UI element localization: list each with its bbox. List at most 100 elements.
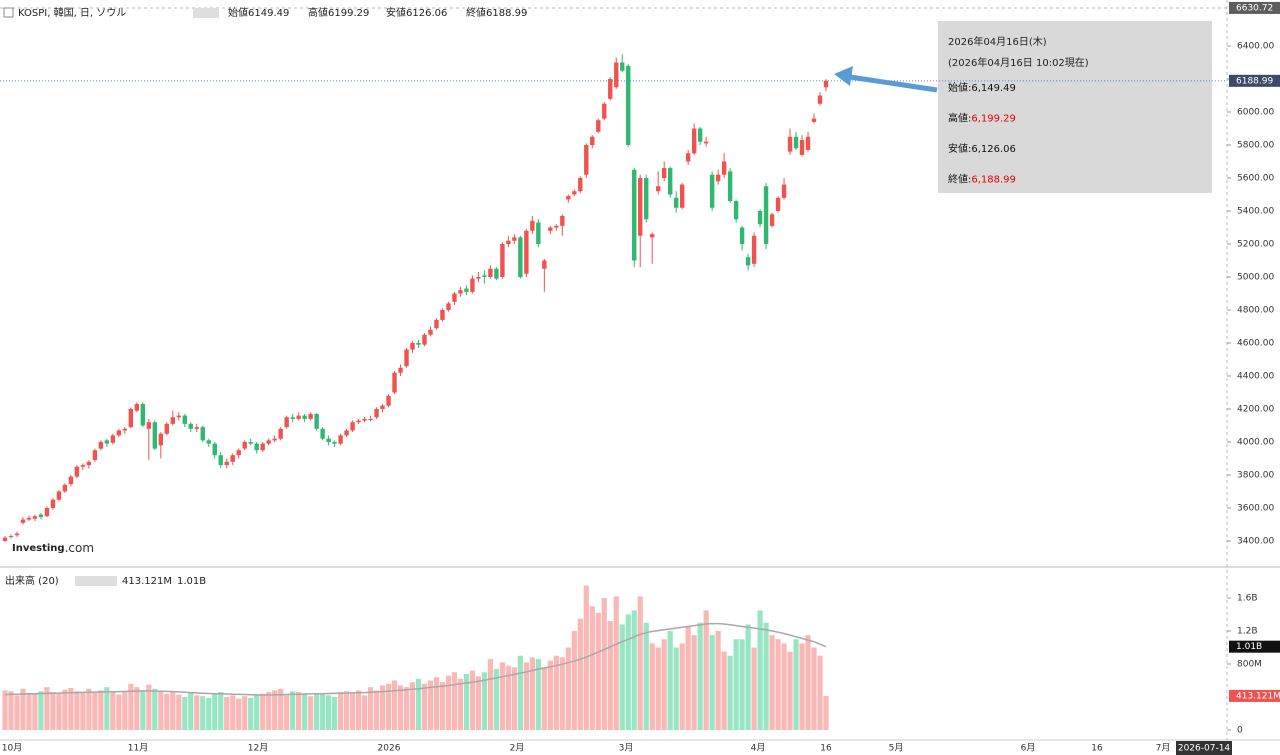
ohlc-item: 高値6199.29 <box>308 6 369 19</box>
candle-body <box>823 80 829 88</box>
candle-body <box>452 293 457 302</box>
candle-body <box>667 168 673 195</box>
info-row-value: 6,149.49 <box>971 83 1016 94</box>
volume-bar <box>379 685 386 731</box>
candle-body <box>182 415 187 424</box>
candle-body <box>727 171 733 202</box>
volume-bar <box>337 692 344 731</box>
candle-body <box>494 268 499 279</box>
candle-body <box>620 62 625 71</box>
candle-body <box>44 507 50 517</box>
candle-body <box>14 533 20 536</box>
candle-body <box>697 128 703 142</box>
candle-body <box>242 441 247 449</box>
candle-body <box>530 220 535 231</box>
ohlc-item: 安値6126.06 <box>386 6 447 19</box>
candle-body <box>458 290 463 294</box>
volume-bar <box>445 675 452 731</box>
volume-bar <box>206 697 212 731</box>
info-row-label: 始値: <box>948 81 971 94</box>
candle-body <box>50 499 56 508</box>
candle-body <box>134 404 140 411</box>
volume-bar <box>385 683 392 731</box>
volume-bar <box>26 692 32 731</box>
volume-bar <box>331 697 338 731</box>
candle-body <box>518 237 523 277</box>
candle-body <box>709 174 715 208</box>
info-row-value: 6,199.29 <box>971 114 1016 125</box>
ohlc-value: 6188.99 <box>486 8 527 19</box>
candle-body <box>542 260 547 269</box>
volume-bar <box>50 692 56 731</box>
header-icons[interactable] <box>193 8 219 18</box>
volume-bar <box>272 690 278 731</box>
volume-bar <box>74 691 80 731</box>
candle-body <box>350 422 355 431</box>
candle-body <box>128 408 134 428</box>
candle-body <box>236 450 241 456</box>
candle-body <box>164 423 170 434</box>
y-tick-label: 4000.00 <box>1237 437 1274 447</box>
candle-body <box>62 484 68 492</box>
volume-title: 出来高 (20) <box>5 574 59 587</box>
top-price-label: 6630.72 <box>1236 3 1273 13</box>
volume-bar <box>14 695 20 731</box>
candle-body <box>416 342 421 345</box>
candle-body <box>787 136 793 152</box>
collapse-icon[interactable] <box>3 7 14 18</box>
y-tick-label: 4600.00 <box>1237 338 1274 348</box>
volume-bar <box>487 659 494 731</box>
volume-bar <box>62 689 68 731</box>
candle-body <box>554 225 559 228</box>
candle-body <box>536 222 541 244</box>
y-tick-label: 3800.00 <box>1237 470 1274 480</box>
candle-body <box>284 417 289 428</box>
candle-body <box>440 309 445 320</box>
candle-body <box>656 186 661 192</box>
candle-body <box>146 422 152 429</box>
volume-bar <box>463 673 470 731</box>
info-box <box>938 21 1212 193</box>
y-tick-label: 4200.00 <box>1237 404 1274 414</box>
x-tick-label: 3月 <box>619 743 634 754</box>
candle-body <box>194 427 199 429</box>
volume-bar <box>601 598 607 731</box>
candle-body <box>380 405 385 409</box>
volume-bar <box>314 694 320 731</box>
volume-bar <box>751 647 757 731</box>
candle-body <box>92 450 98 461</box>
candle-body <box>763 186 769 244</box>
volume-bar <box>727 655 733 731</box>
volume-bar <box>433 677 440 731</box>
x-tick-label: 12月 <box>248 743 268 754</box>
info-row-label: 高値: <box>948 112 971 125</box>
y-tick-label: 6400.00 <box>1237 42 1274 52</box>
volume-bar <box>505 665 511 731</box>
volume-bar <box>769 635 775 731</box>
volume-bar <box>373 690 380 731</box>
volume-bar <box>805 635 811 731</box>
volume-last: 413.121M <box>122 576 172 587</box>
candle-body <box>596 120 601 132</box>
volume-bar <box>703 610 709 731</box>
candle-body <box>218 455 223 466</box>
top-price-label-bg <box>1229 1 1280 14</box>
volume-tick-label: 1.2B <box>1237 627 1258 637</box>
volume-icons[interactable] <box>75 576 117 586</box>
candle-body <box>632 169 637 261</box>
candle-body <box>404 349 409 367</box>
volume-bar <box>499 662 505 731</box>
candle-body <box>224 461 229 466</box>
volume-bar <box>80 692 86 731</box>
volume-bar <box>685 626 691 731</box>
volume-bar <box>673 647 679 731</box>
candle-body <box>116 430 122 436</box>
ohlc-name: 始値 <box>228 6 248 19</box>
y-tick-label: 5600.00 <box>1237 173 1274 183</box>
volume-bar <box>469 670 476 731</box>
arrow-shaft <box>849 74 938 93</box>
candle-body <box>152 422 158 449</box>
volume-bar <box>361 695 368 731</box>
volume-ma-line <box>4 622 827 696</box>
volume-bar <box>571 631 577 731</box>
